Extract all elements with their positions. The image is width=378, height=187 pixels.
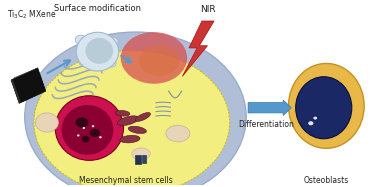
Text: Surface modification: Surface modification bbox=[54, 4, 141, 13]
Bar bbox=[135, 155, 141, 164]
Ellipse shape bbox=[288, 63, 364, 148]
Text: NIR: NIR bbox=[200, 5, 215, 14]
Ellipse shape bbox=[62, 105, 113, 155]
Ellipse shape bbox=[25, 32, 246, 187]
Text: Differentiation: Differentiation bbox=[238, 120, 294, 129]
Ellipse shape bbox=[115, 111, 130, 116]
Bar bbox=[142, 155, 146, 163]
Polygon shape bbox=[11, 68, 46, 103]
Ellipse shape bbox=[313, 117, 317, 119]
Text: Osteoblasts: Osteoblasts bbox=[304, 176, 349, 185]
Ellipse shape bbox=[296, 77, 352, 139]
Ellipse shape bbox=[120, 135, 140, 143]
FancyArrow shape bbox=[248, 100, 291, 116]
Ellipse shape bbox=[77, 134, 79, 137]
Ellipse shape bbox=[92, 125, 94, 127]
Ellipse shape bbox=[139, 45, 180, 76]
Ellipse shape bbox=[82, 127, 85, 129]
Ellipse shape bbox=[34, 50, 229, 187]
Ellipse shape bbox=[308, 121, 313, 125]
Ellipse shape bbox=[135, 113, 150, 121]
Ellipse shape bbox=[90, 129, 100, 137]
Ellipse shape bbox=[79, 58, 88, 66]
Polygon shape bbox=[182, 21, 214, 76]
Ellipse shape bbox=[128, 126, 146, 134]
Ellipse shape bbox=[99, 136, 102, 138]
Ellipse shape bbox=[166, 125, 190, 142]
Ellipse shape bbox=[117, 116, 139, 125]
Ellipse shape bbox=[36, 113, 58, 132]
Text: Ti$_3$C$_2$ MXene: Ti$_3$C$_2$ MXene bbox=[7, 8, 56, 21]
Ellipse shape bbox=[76, 32, 119, 71]
Polygon shape bbox=[12, 68, 38, 79]
Ellipse shape bbox=[82, 136, 90, 142]
Ellipse shape bbox=[121, 32, 187, 84]
Ellipse shape bbox=[108, 37, 118, 45]
Ellipse shape bbox=[132, 148, 150, 160]
Text: Mesenchymal stem cells: Mesenchymal stem cells bbox=[79, 176, 173, 185]
Ellipse shape bbox=[75, 35, 87, 45]
Ellipse shape bbox=[76, 117, 88, 128]
Polygon shape bbox=[11, 79, 21, 103]
Ellipse shape bbox=[85, 38, 113, 64]
Ellipse shape bbox=[107, 60, 116, 67]
Ellipse shape bbox=[55, 96, 124, 160]
